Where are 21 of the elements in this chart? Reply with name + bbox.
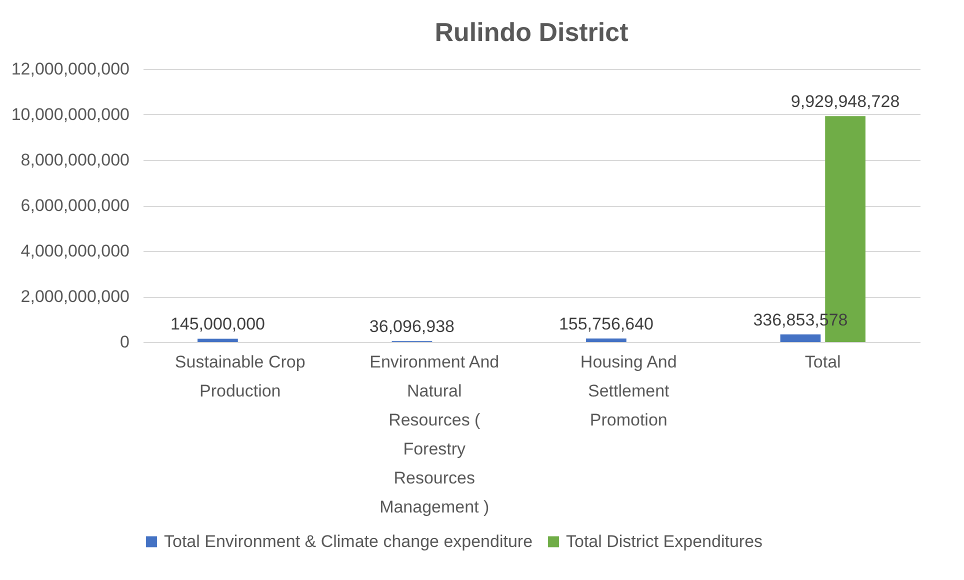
legend-label: Total Environment & Climate change expenditure: [164, 532, 533, 551]
y-tick-label: 2,000,000,000: [20, 287, 130, 306]
x-tick-label: Housing And Settlement Promotion: [580, 352, 677, 430]
bar: [780, 334, 821, 342]
data-label: 145,000,000: [170, 314, 265, 334]
y-tick-label: 10,000,000,000: [11, 105, 130, 124]
y-tick-label: 12,000,000,000: [11, 60, 130, 78]
x-tick-label: Total: [804, 352, 841, 372]
y-tick-label: 8,000,000,000: [20, 150, 130, 170]
y-tick-label: 4,000,000,000: [20, 242, 130, 260]
data-label: 9,929,948,728: [790, 92, 900, 112]
data-label: 155,756,640: [558, 314, 654, 334]
bar: [198, 338, 238, 342]
y-tick-label: 6,000,000,000: [20, 196, 130, 215]
x-tick-label: Environment And Natural Resources ( Forestry Resources Management ): [370, 352, 500, 516]
data-label: 36,096,938: [369, 317, 455, 336]
legend-label: Total District Expenditures: [566, 532, 763, 551]
chart-title: Rulindo District: [434, 17, 629, 47]
y-tick-label: 0: [120, 332, 130, 352]
x-tick-label: Sustainable Crop Production: [174, 352, 306, 400]
bar: [586, 338, 626, 342]
